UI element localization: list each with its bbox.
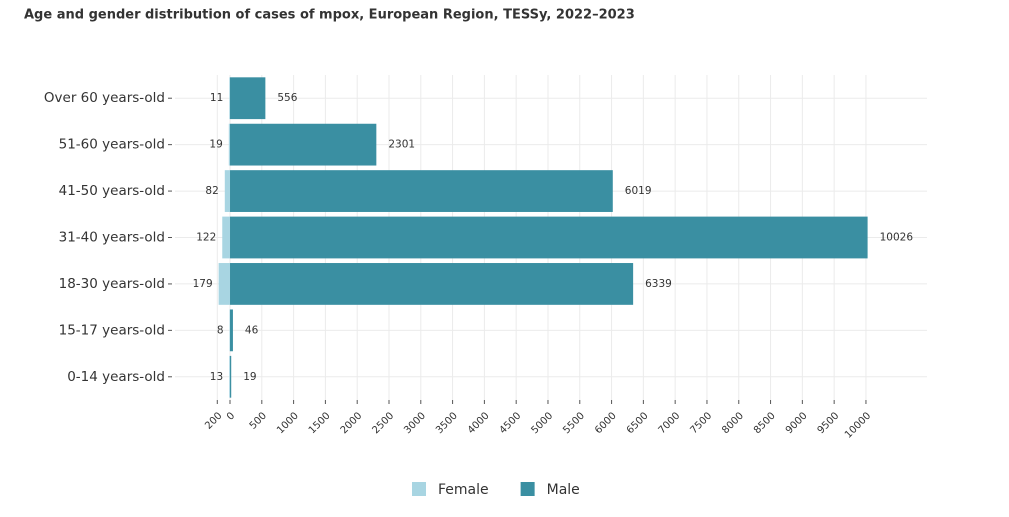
y-tick-label: 41-50 years-old (59, 183, 165, 199)
x-tick-label: 10000 (843, 410, 873, 440)
data-label: 2301 (388, 139, 415, 151)
bar (224, 170, 231, 212)
x-tick-label: 2000 (339, 410, 365, 436)
data-label: 6339 (645, 278, 672, 290)
bar (230, 216, 868, 259)
x-tick-label: 9000 (784, 410, 810, 436)
data-label: 19 (209, 139, 222, 151)
bar (218, 263, 231, 305)
x-tick-label: 4500 (498, 410, 524, 436)
x-tick-label: 1500 (307, 410, 333, 436)
x-tick-label: 2500 (370, 410, 396, 436)
y-tick-label: 0-14 years-old (67, 369, 165, 385)
bar (229, 309, 231, 352)
x-tick-label: 7500 (688, 410, 714, 436)
bar (230, 77, 266, 120)
y-tick-label: 51-60 years-old (59, 137, 165, 153)
x-tick-label: 8500 (752, 410, 778, 436)
data-label: 6019 (625, 185, 652, 197)
data-label: 11 (210, 92, 223, 104)
x-tick-label: 5000 (529, 410, 555, 436)
x-tick-label: 8000 (720, 410, 746, 436)
data-label: 122 (196, 232, 216, 244)
bar (222, 216, 231, 259)
x-tick-label: 0 (225, 410, 237, 422)
y-tick-label: 15-17 years-old (59, 322, 165, 338)
bar (230, 355, 232, 398)
legend-swatch (412, 482, 426, 496)
bar (229, 355, 231, 398)
x-tick-label: 3500 (434, 410, 460, 436)
x-tick-label: 6500 (625, 410, 651, 436)
y-tick-label: Over 60 years-old (44, 90, 165, 106)
x-tick-label: 6000 (593, 410, 619, 436)
data-label: 8 (217, 324, 224, 336)
x-tick-label: 1000 (275, 410, 301, 436)
x-tick-label: 3000 (402, 410, 428, 436)
data-label: 10026 (880, 232, 914, 244)
bar (230, 309, 233, 352)
legend-swatch (520, 482, 535, 496)
legend-label: Male (547, 482, 580, 498)
x-tick-label: 5500 (561, 410, 587, 436)
x-tick-label: 9500 (816, 410, 842, 436)
bar (230, 170, 613, 212)
x-tick-label: 4000 (466, 410, 492, 436)
data-label: 13 (210, 371, 223, 383)
x-tick-label: 500 (248, 410, 269, 431)
y-tick-label: 31-40 years-old (59, 230, 165, 246)
bar (230, 263, 634, 305)
x-tick-label: 7000 (657, 410, 683, 436)
data-label: 179 (193, 278, 213, 290)
chart-title: Age and gender distribution of cases of … (24, 8, 635, 23)
legend-label: Female (438, 482, 489, 498)
data-label: 46 (245, 324, 259, 336)
data-label: 556 (277, 92, 297, 104)
x-tick-label: 200 (203, 410, 224, 431)
data-label: 19 (243, 371, 256, 383)
data-label: 82 (205, 185, 218, 197)
bar (230, 123, 377, 166)
bar (229, 77, 231, 120)
y-tick-label: 18-30 years-old (59, 276, 165, 292)
bar (228, 123, 231, 166)
